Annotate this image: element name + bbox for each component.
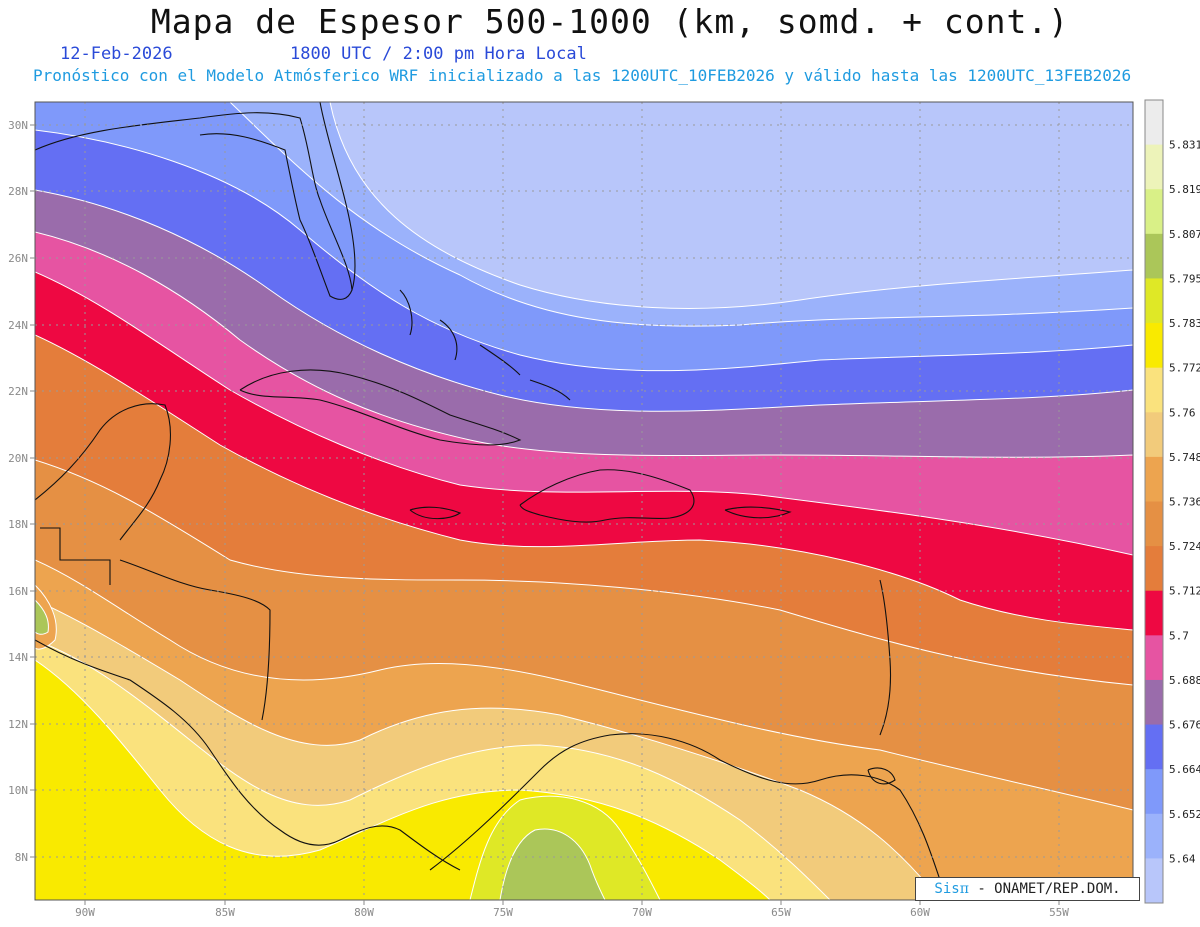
colorbar-label: 5.76 — [1169, 406, 1196, 419]
colorbar-label: 5.64 — [1169, 852, 1196, 865]
colorbar-swatch — [1145, 858, 1163, 904]
puerto-rico-coast — [724, 506, 792, 519]
colorbar-label: 5.748 — [1169, 451, 1200, 464]
lat-label: 30N — [8, 119, 28, 132]
hispaniola-coast — [519, 469, 695, 523]
valid-date: 12-Feb-2026 — [60, 44, 173, 64]
colorbar-swatch — [1145, 724, 1163, 770]
colorbar-swatch — [1145, 813, 1163, 859]
colorbar-swatch — [1145, 546, 1163, 592]
forecast-info: Pronóstico con el Modelo Atmósferico WRF… — [33, 66, 1132, 85]
lat-ticks — [30, 124, 35, 858]
colorbar-swatch — [1145, 144, 1163, 190]
lat-label: 22N — [8, 385, 28, 398]
coastlines — [35, 102, 941, 881]
lat-label: 26N — [8, 252, 28, 265]
colorbar-label: 5.795 — [1169, 272, 1200, 285]
lon-axis: 90W 85W 80W 75W 70W 65W 60W 55W — [75, 906, 1069, 919]
lon-label: 90W — [75, 906, 95, 919]
lat-axis: 30N 28N 26N 24N 22N 20N 18N 16N 14N 12N … — [8, 119, 28, 864]
lat-label: 18N — [8, 518, 28, 531]
colorbar-swatch — [1145, 412, 1163, 458]
lon-label: 70W — [632, 906, 652, 919]
credit-sis: Sis — [934, 881, 960, 897]
lat-label: 14N — [8, 651, 28, 664]
colorbar-swatch — [1145, 769, 1163, 815]
map-title: Mapa de Espesor 500-1000 (km, somd. + co… — [150, 2, 1070, 41]
bahamas — [399, 289, 571, 401]
colorbar-swatch — [1145, 456, 1163, 502]
lon-label: 55W — [1049, 906, 1069, 919]
lat-label: 8N — [15, 851, 28, 864]
colorbar-label: 5.652 — [1169, 808, 1200, 821]
mexico-border — [40, 527, 111, 585]
colorbar-label: 5.676 — [1169, 719, 1200, 732]
central-america-coast — [35, 639, 461, 871]
lesser-antilles — [879, 579, 892, 736]
lat-label: 24N — [8, 319, 28, 332]
colorbar-swatch — [1145, 100, 1163, 146]
colorbar-label: 5.736 — [1169, 496, 1200, 509]
map-area — [35, 102, 1133, 900]
colorbar-label: 5.712 — [1169, 585, 1200, 598]
credit-box: Sisπ - ONAMET/REP.DOM. — [915, 877, 1140, 901]
lon-label: 80W — [354, 906, 374, 919]
graticule — [35, 102, 1133, 900]
colorbar-label: 5.831 — [1169, 139, 1200, 152]
colorbar-label: 5.7 — [1169, 629, 1189, 642]
colorbar-label: 5.664 — [1169, 763, 1200, 776]
south-america-coast — [429, 733, 941, 881]
credit-org: - ONAMET/REP.DOM. — [968, 881, 1121, 897]
colorbar-swatch — [1145, 189, 1163, 235]
credit-pi-icon: π — [959, 881, 969, 897]
lat-label: 12N — [8, 718, 28, 731]
lat-label: 20N — [8, 452, 28, 465]
trinidad — [867, 767, 896, 785]
colorbar-swatch — [1145, 278, 1163, 324]
colorbar-swatch — [1145, 501, 1163, 547]
map-frame — [34, 101, 1134, 901]
colorbar-label: 5.724 — [1169, 540, 1200, 553]
colorbar: 5.831 5.819 5.807 5.795 5.783 5.772 5.76 5.748 5… — [1144, 99, 1200, 904]
lat-label: 16N — [8, 585, 28, 598]
colorbar-swatch — [1145, 323, 1163, 369]
jamaica-coast — [409, 506, 462, 520]
colorbar-swatch — [1145, 679, 1163, 726]
lon-label: 75W — [493, 906, 513, 919]
colorbar-label: 5.772 — [1169, 362, 1200, 375]
lat-label: 28N — [8, 185, 28, 198]
cuba-coast — [239, 369, 522, 446]
colorbar-swatch — [1145, 590, 1163, 636]
band-5.807-west — [35, 599, 49, 635]
lon-ticks — [84, 900, 1060, 905]
colorbar-swatch — [1145, 233, 1163, 279]
lon-label: 60W — [910, 906, 930, 919]
florida-coast — [35, 112, 353, 300]
colorbar-frame — [1144, 99, 1164, 904]
florida-east — [319, 102, 356, 291]
colorbar-label: 5.688 — [1169, 674, 1200, 687]
colorbar-swatch — [1145, 367, 1163, 413]
colorbar-swatch — [1145, 635, 1163, 681]
valid-time: 1800 UTC / 2:00 pm Hora Local — [290, 44, 587, 64]
lon-label: 65W — [771, 906, 791, 919]
colorbar-label: 5.783 — [1169, 317, 1200, 330]
lat-label: 10N — [8, 784, 28, 797]
colorbar-label: 5.819 — [1169, 183, 1200, 196]
honduras-coast — [119, 559, 271, 721]
band-5.807 — [499, 828, 606, 900]
lon-label: 85W — [215, 906, 235, 919]
colorbar-label: 5.807 — [1169, 228, 1200, 241]
